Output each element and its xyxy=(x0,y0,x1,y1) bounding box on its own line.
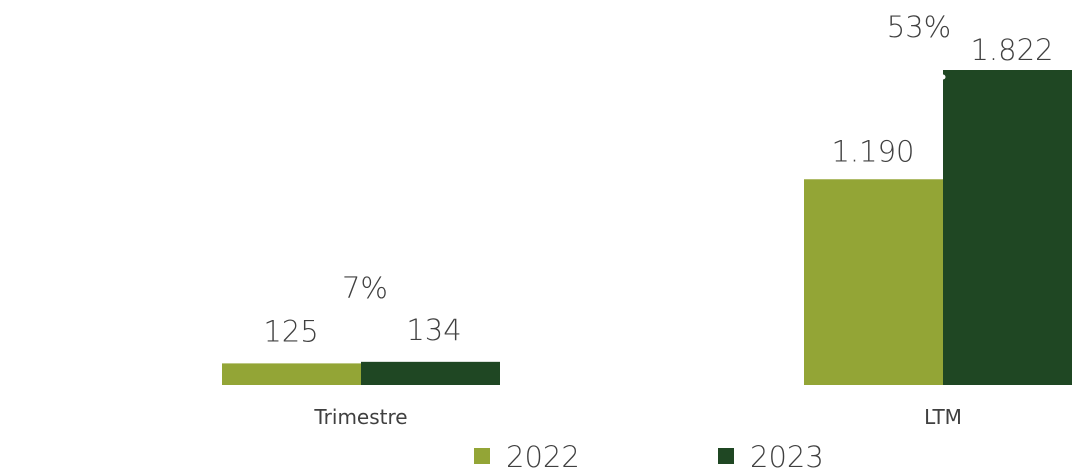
bar-2022-ltm xyxy=(804,179,943,385)
growth-label-trimestre: 7% xyxy=(342,271,388,305)
growth-label-ltm: 53% xyxy=(887,10,951,44)
legend-swatch-2022 xyxy=(474,448,490,464)
value-label-2023-trimestre: 134 xyxy=(406,313,461,347)
growth-marker-dot xyxy=(940,74,946,80)
legend-swatch-2023 xyxy=(718,448,734,464)
bar-2023-ltm xyxy=(943,70,1072,385)
legend-label-2023: 2023 xyxy=(750,440,824,470)
value-label-2022-ltm: 1.190 xyxy=(831,134,914,168)
bars-group xyxy=(222,70,1072,385)
value-label-2022-trimestre: 125 xyxy=(263,314,318,348)
legend-label-2022: 2022 xyxy=(506,440,580,470)
value-label-2023-ltm: 1.822 xyxy=(970,33,1053,67)
category-label-trimestre: Trimestre xyxy=(313,405,407,429)
bar-2022-trimestre xyxy=(222,363,361,385)
bar-2023-trimestre xyxy=(361,361,500,385)
category-label-ltm: LTM xyxy=(924,405,962,429)
legend: 2022 2023 xyxy=(474,440,824,470)
labels-group: 125 134 7% Trimestre 1.190 1.822 53% LTM xyxy=(263,10,1053,429)
